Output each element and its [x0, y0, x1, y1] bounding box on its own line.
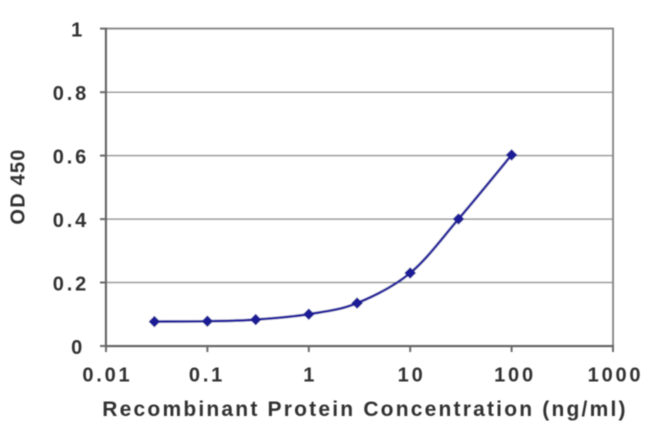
svg-text:1000: 1000 [588, 365, 644, 387]
svg-text:10: 10 [398, 365, 426, 387]
svg-text:OD 450: OD 450 [8, 148, 30, 224]
svg-text:100: 100 [494, 365, 536, 387]
svg-text:0.6: 0.6 [53, 147, 89, 169]
svg-text:Recombinant Protein Concentrat: Recombinant Protein Concentration (ng/ml… [102, 398, 627, 421]
svg-text:0.01: 0.01 [82, 365, 132, 387]
svg-text:0.2: 0.2 [53, 273, 89, 295]
svg-text:0.8: 0.8 [53, 83, 89, 105]
svg-text:0: 0 [71, 337, 85, 359]
svg-text:0.1: 0.1 [189, 365, 225, 387]
svg-text:1: 1 [71, 19, 85, 41]
svg-text:0.4: 0.4 [53, 210, 89, 232]
svg-text:1: 1 [303, 365, 317, 387]
